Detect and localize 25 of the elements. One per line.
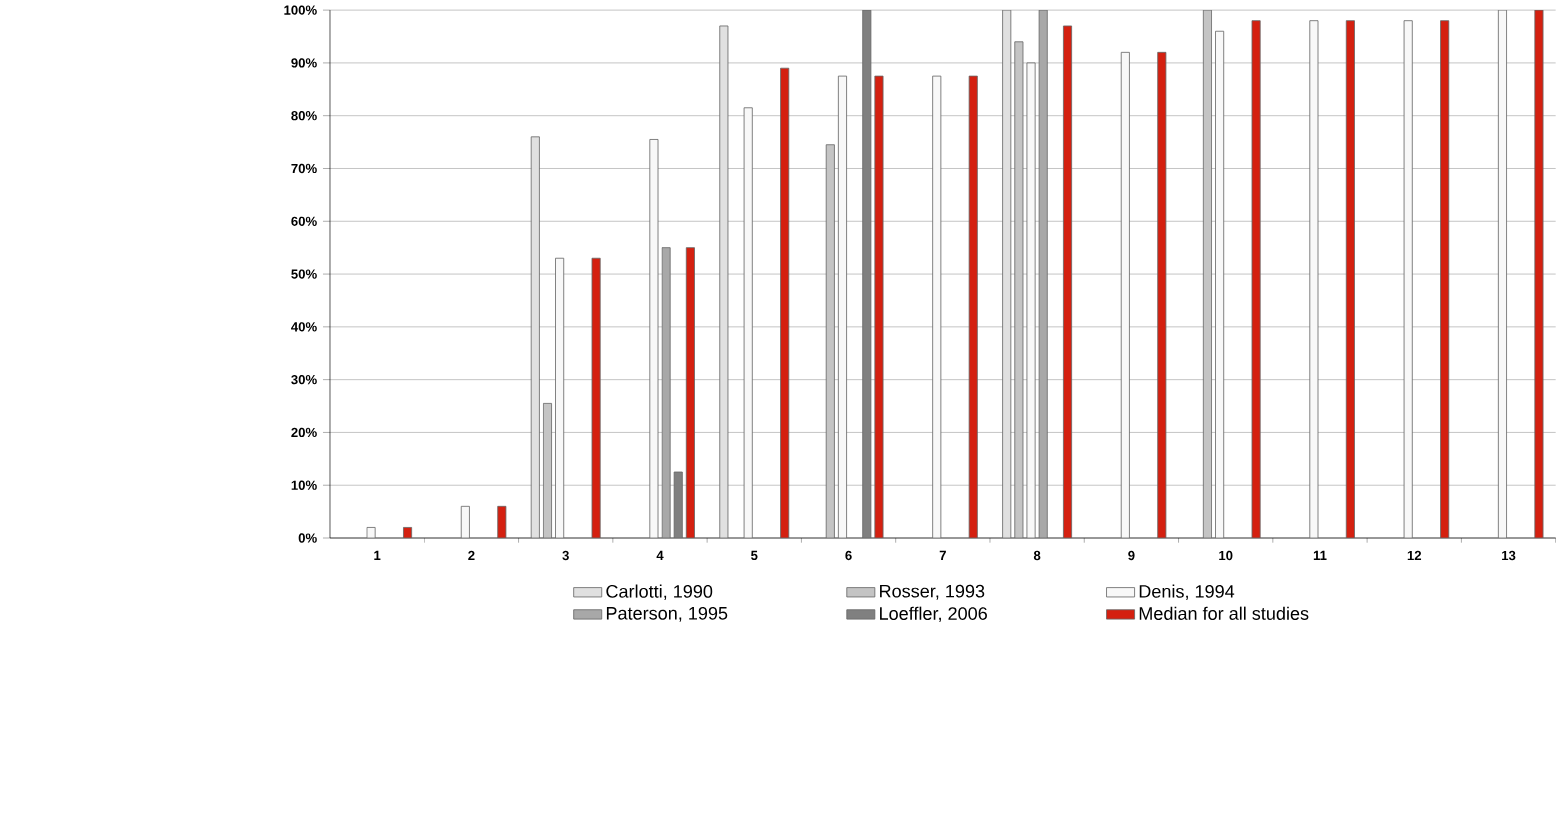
bar bbox=[1251, 20, 1261, 538]
bar bbox=[1120, 51, 1130, 538]
bar bbox=[497, 505, 507, 538]
legend-label: Median for all studies bbox=[1139, 606, 1309, 620]
bar bbox=[1534, 9, 1544, 538]
bar bbox=[1345, 20, 1355, 538]
bar bbox=[932, 75, 942, 538]
bar bbox=[780, 67, 790, 538]
bar bbox=[403, 526, 413, 538]
legend-label: Rosser, 1993 bbox=[880, 584, 985, 600]
bar bbox=[1309, 20, 1319, 538]
bar bbox=[460, 505, 470, 538]
legend-label: Loeffler, 2006 bbox=[880, 606, 987, 622]
legend-label: Carlotti, 1990 bbox=[606, 584, 713, 600]
bar bbox=[1403, 20, 1413, 538]
bar bbox=[366, 526, 376, 538]
bar bbox=[1497, 9, 1507, 538]
bar bbox=[1063, 25, 1073, 538]
bar bbox=[968, 75, 978, 538]
bar bbox=[1440, 20, 1450, 538]
bar bbox=[591, 257, 601, 538]
legend-label: Denis, 1994 bbox=[1139, 584, 1235, 600]
legend-label: Paterson, 1995 bbox=[606, 606, 728, 622]
bar bbox=[743, 107, 753, 538]
bar bbox=[1157, 51, 1167, 538]
